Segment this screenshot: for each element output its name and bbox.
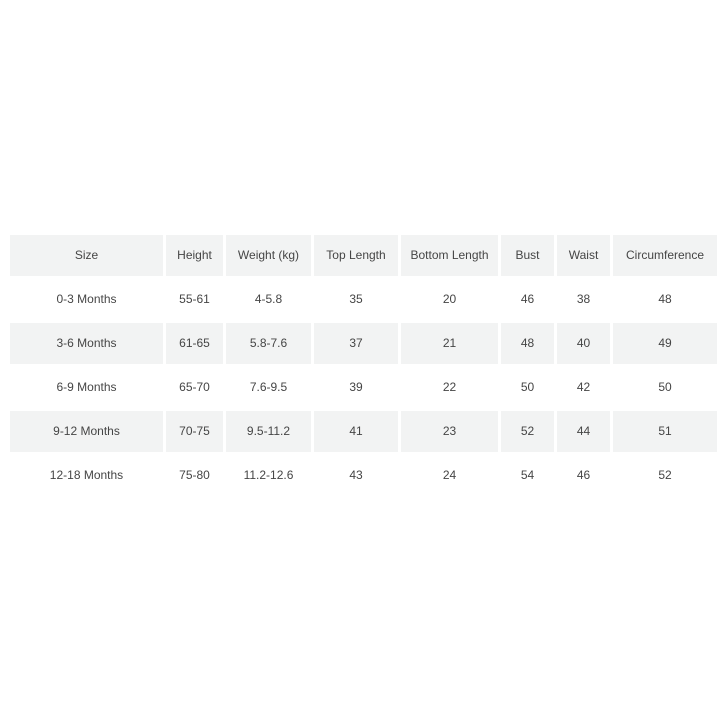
cell-waist: 38	[557, 279, 610, 320]
cell-size: 3-6 Months	[10, 323, 163, 364]
cell-waist: 44	[557, 411, 610, 452]
cell-size: 12-18 Months	[10, 455, 163, 496]
cell-weight: 7.6-9.5	[226, 367, 311, 408]
table-header-row: Size Height Weight (kg) Top Length Botto…	[10, 235, 717, 276]
cell-bottom-length: 23	[401, 411, 498, 452]
cell-weight: 5.8-7.6	[226, 323, 311, 364]
cell-bottom-length: 20	[401, 279, 498, 320]
column-header-waist: Waist	[557, 235, 610, 276]
cell-circumference: 50	[613, 367, 717, 408]
cell-circumference: 52	[613, 455, 717, 496]
cell-bust: 50	[501, 367, 554, 408]
cell-weight: 4-5.8	[226, 279, 311, 320]
cell-top-length: 35	[314, 279, 398, 320]
cell-height: 75-80	[166, 455, 223, 496]
cell-size: 0-3 Months	[10, 279, 163, 320]
table-row: 6-9 Months 65-70 7.6-9.5 39 22 50 42 50	[10, 367, 717, 408]
table-row: 12-18 Months 75-80 11.2-12.6 43 24 54 46…	[10, 455, 717, 496]
cell-weight: 11.2-12.6	[226, 455, 311, 496]
cell-circumference: 49	[613, 323, 717, 364]
size-chart-table: Size Height Weight (kg) Top Length Botto…	[7, 232, 717, 499]
cell-size: 9-12 Months	[10, 411, 163, 452]
cell-size: 6-9 Months	[10, 367, 163, 408]
cell-bottom-length: 22	[401, 367, 498, 408]
column-header-circumference: Circumference	[613, 235, 717, 276]
cell-height: 70-75	[166, 411, 223, 452]
cell-height: 55-61	[166, 279, 223, 320]
size-chart-header: Size Height Weight (kg) Top Length Botto…	[10, 235, 717, 276]
column-header-top-length: Top Length	[314, 235, 398, 276]
table-row: 0-3 Months 55-61 4-5.8 35 20 46 38 48	[10, 279, 717, 320]
cell-weight: 9.5-11.2	[226, 411, 311, 452]
column-header-size: Size	[10, 235, 163, 276]
cell-top-length: 41	[314, 411, 398, 452]
cell-bottom-length: 24	[401, 455, 498, 496]
cell-bottom-length: 21	[401, 323, 498, 364]
cell-height: 61-65	[166, 323, 223, 364]
cell-circumference: 48	[613, 279, 717, 320]
column-header-weight: Weight (kg)	[226, 235, 311, 276]
cell-bust: 52	[501, 411, 554, 452]
column-header-bottom-length: Bottom Length	[401, 235, 498, 276]
cell-top-length: 39	[314, 367, 398, 408]
table-row: 3-6 Months 61-65 5.8-7.6 37 21 48 40 49	[10, 323, 717, 364]
cell-waist: 46	[557, 455, 610, 496]
cell-bust: 54	[501, 455, 554, 496]
cell-bust: 48	[501, 323, 554, 364]
size-chart-body: 0-3 Months 55-61 4-5.8 35 20 46 38 48 3-…	[10, 279, 717, 496]
table-row: 9-12 Months 70-75 9.5-11.2 41 23 52 44 5…	[10, 411, 717, 452]
size-chart-container: Size Height Weight (kg) Top Length Botto…	[10, 235, 717, 496]
cell-height: 65-70	[166, 367, 223, 408]
cell-top-length: 37	[314, 323, 398, 364]
column-header-bust: Bust	[501, 235, 554, 276]
column-header-height: Height	[166, 235, 223, 276]
cell-top-length: 43	[314, 455, 398, 496]
cell-waist: 42	[557, 367, 610, 408]
cell-waist: 40	[557, 323, 610, 364]
cell-circumference: 51	[613, 411, 717, 452]
cell-bust: 46	[501, 279, 554, 320]
